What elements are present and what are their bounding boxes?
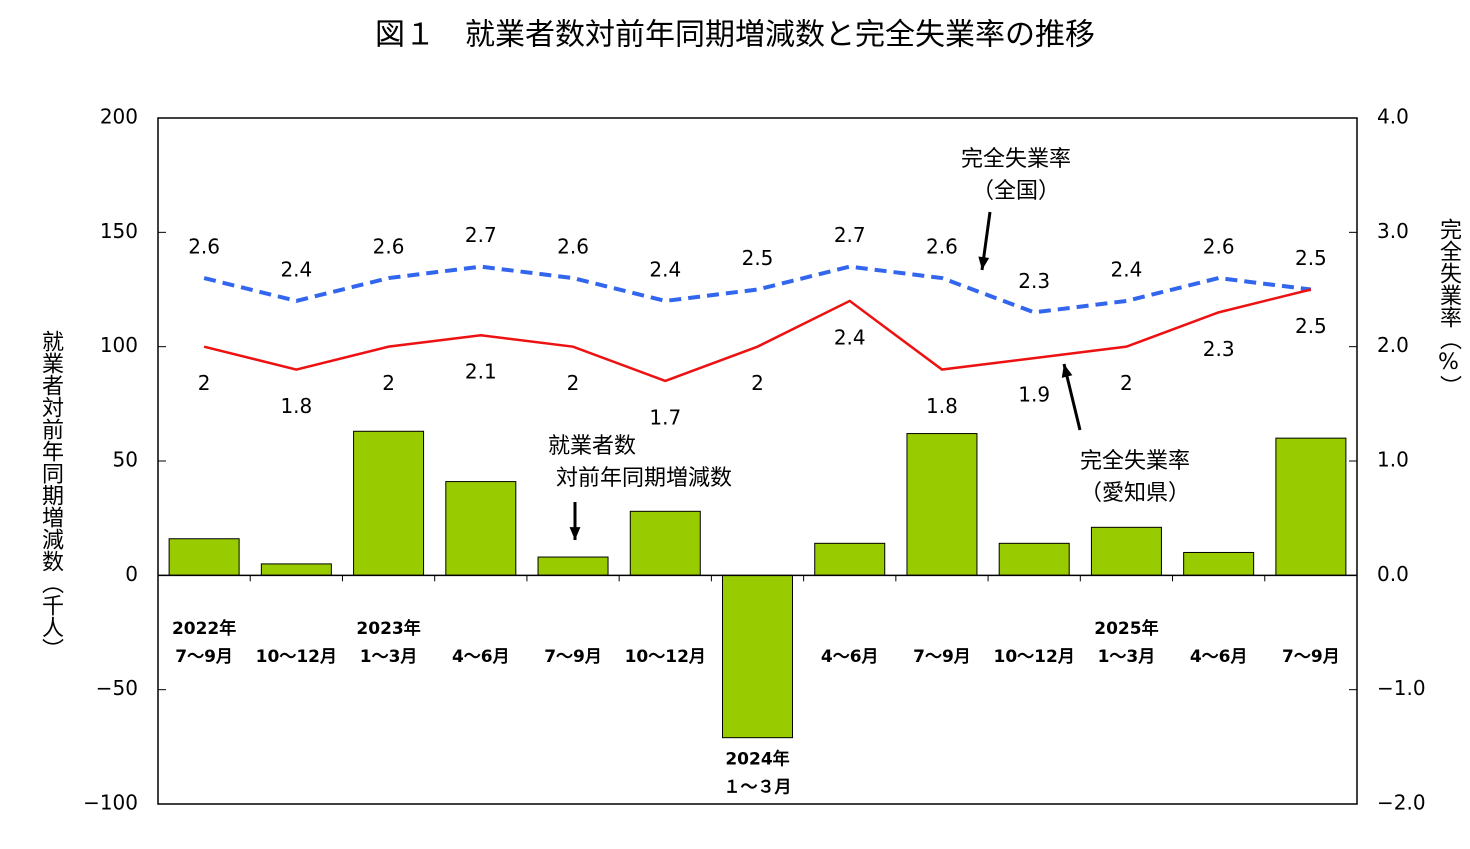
annotation: 完全失業率 xyxy=(1080,449,1190,474)
bar xyxy=(260,563,332,576)
x-tick-label: 1～3月 xyxy=(360,647,418,667)
line xyxy=(203,288,1312,383)
data-label: 2 xyxy=(751,371,764,395)
data-label: 2.4 xyxy=(649,257,681,281)
y-tick-label: −50 xyxy=(96,676,138,700)
x-tick-label: 2025年 xyxy=(1094,618,1158,639)
x-tick-label: 4～6月 xyxy=(821,647,879,667)
data-label: 2.6 xyxy=(1203,235,1235,259)
x-tick-label: 2022年 xyxy=(172,618,236,639)
y2-tick-label: −1.0 xyxy=(1377,676,1426,700)
data-label: 2.4 xyxy=(280,257,312,281)
bar xyxy=(168,538,240,576)
x-tick-label: 10～12月 xyxy=(994,647,1075,667)
arrow-head xyxy=(978,256,990,270)
data-label: 2.7 xyxy=(465,223,497,247)
data-label: 2 xyxy=(1120,371,1133,395)
data-label: 2 xyxy=(382,371,395,395)
x-tick-label: 10～12月 xyxy=(625,647,706,667)
y2-tick-label: −2.0 xyxy=(1377,791,1426,815)
data-label: 2.5 xyxy=(1295,314,1327,338)
x-tick-label: 4～6月 xyxy=(1190,647,1248,667)
annotation: 就業者数 xyxy=(548,434,636,459)
y2-tick-label: 0.0 xyxy=(1377,562,1409,586)
data-label: 2.4 xyxy=(1111,257,1143,281)
data-label: 2.3 xyxy=(1018,269,1050,293)
data-label: 1.7 xyxy=(649,405,681,429)
y2-tick-label: 2.0 xyxy=(1377,333,1409,357)
y2-axis-label: 完全失業率（%） xyxy=(1436,218,1462,397)
x-tick-label: 10～12月 xyxy=(256,647,337,667)
data-label: 2.1 xyxy=(465,360,497,384)
annotation: 対前年同期増減数 xyxy=(556,466,732,491)
annotation: （愛知県） xyxy=(1080,481,1190,506)
y-axis-label: 就業者対前年同期増減数（千人） xyxy=(38,330,64,660)
data-label: 2.5 xyxy=(742,246,774,270)
data-label: 1.9 xyxy=(1018,383,1050,407)
y-tick-label: 50 xyxy=(113,448,138,472)
data-label: 2.6 xyxy=(926,235,958,259)
bar xyxy=(1183,551,1255,576)
x-tick-label: 7～9月 xyxy=(913,647,971,667)
data-label: 2 xyxy=(567,371,580,395)
y2-tick-label: 3.0 xyxy=(1377,219,1409,243)
data-label: 2.6 xyxy=(557,235,589,259)
bar xyxy=(906,433,978,576)
data-label: 2.6 xyxy=(188,235,220,259)
annotation: （全国） xyxy=(972,179,1060,204)
x-tick-label: １～３月 xyxy=(724,778,792,798)
y2-tick-label: 4.0 xyxy=(1377,105,1409,129)
data-label: 2.5 xyxy=(1295,246,1327,270)
y2-tick-label: 1.0 xyxy=(1377,448,1409,472)
data-label: 2.6 xyxy=(373,235,405,259)
data-label: 2.3 xyxy=(1203,337,1235,361)
bar xyxy=(629,510,701,576)
bar xyxy=(445,481,517,576)
x-tick-label: 1～3月 xyxy=(1098,647,1156,667)
x-tick-label: 2023年 xyxy=(356,618,420,639)
bar xyxy=(722,574,793,739)
y-tick-label: −100 xyxy=(83,791,138,815)
annotation: 完全失業率 xyxy=(961,147,1071,172)
bar xyxy=(1090,526,1162,576)
bar xyxy=(814,542,886,576)
y-tick-label: 0 xyxy=(125,562,138,586)
data-label: 2.7 xyxy=(834,223,866,247)
chart-title: 図１ 就業者数対前年同期増減数と完全失業率の推移 xyxy=(375,18,1095,53)
data-label: 1.8 xyxy=(280,394,312,418)
data-label: 1.8 xyxy=(926,394,958,418)
x-tick-label: 4～6月 xyxy=(452,647,510,667)
y-tick-label: 150 xyxy=(100,219,138,243)
x-tick-label: 7～9月 xyxy=(544,647,602,667)
y-tick-label: 200 xyxy=(100,105,138,129)
data-label: 2.4 xyxy=(834,325,866,349)
line xyxy=(203,264,1312,315)
arrow-head xyxy=(569,527,581,540)
x-tick-label: 2024年 xyxy=(725,749,789,770)
x-tick-label: 7～9月 xyxy=(175,647,233,667)
data-label: 2 xyxy=(198,371,211,395)
bar xyxy=(353,430,425,576)
bar xyxy=(1275,437,1347,576)
bar xyxy=(998,542,1070,576)
x-tick-label: 7～9月 xyxy=(1282,647,1340,667)
bar xyxy=(537,556,609,576)
arrow-head xyxy=(1061,364,1073,378)
y-tick-label: 100 xyxy=(100,333,138,357)
